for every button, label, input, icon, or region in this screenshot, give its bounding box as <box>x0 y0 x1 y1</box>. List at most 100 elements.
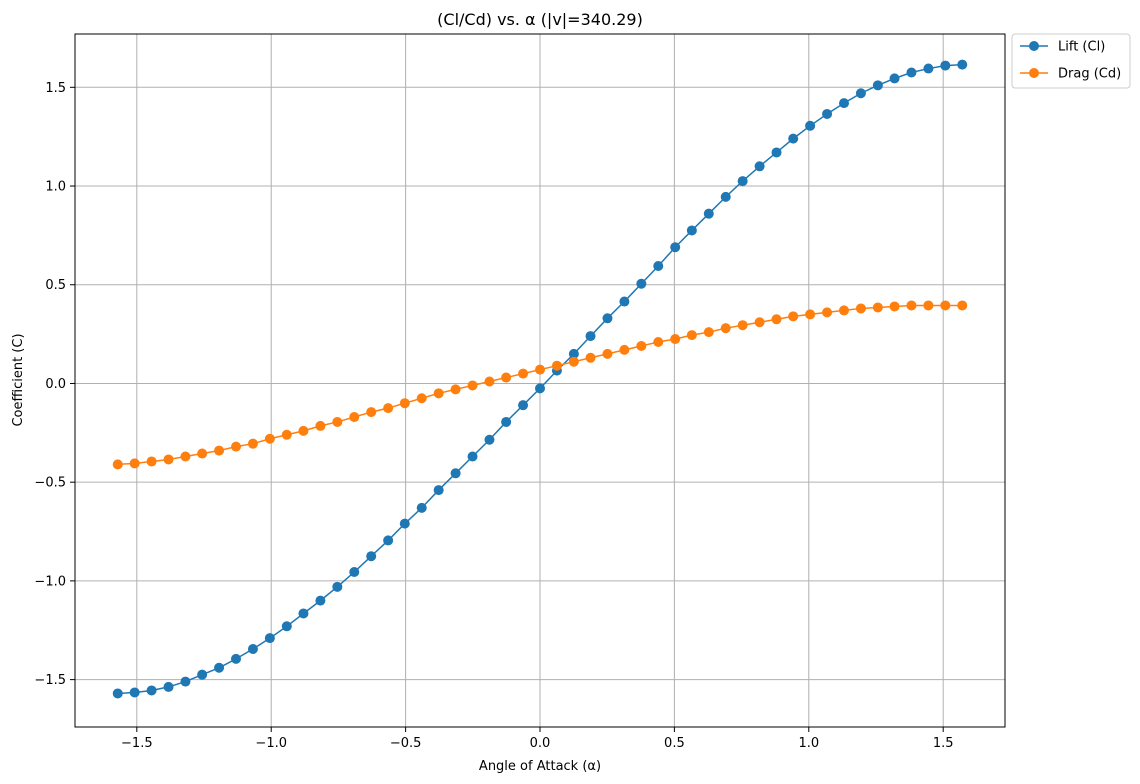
data-point-lift <box>383 535 394 546</box>
data-point-lift <box>315 595 326 606</box>
data-point-lift <box>568 348 579 359</box>
data-point-drag <box>484 376 495 387</box>
data-point-lift <box>180 676 191 687</box>
data-point-drag <box>501 372 512 383</box>
data-point-lift <box>129 687 140 698</box>
data-point-lift <box>281 621 292 632</box>
y-tick-label: −1.5 <box>34 673 66 688</box>
data-point-lift <box>720 191 731 202</box>
data-point-drag <box>129 458 140 469</box>
data-point-lift <box>872 80 883 91</box>
data-point-drag <box>467 380 478 391</box>
x-tick-label: −1.0 <box>255 736 287 751</box>
data-point-drag <box>399 398 410 409</box>
data-point-drag <box>383 403 394 414</box>
data-point-lift <box>889 73 900 84</box>
legend: Lift (Cl) Drag (Cd) <box>1011 33 1131 89</box>
x-tick-label: −1.5 <box>121 736 153 751</box>
data-point-drag <box>568 356 579 367</box>
data-point-lift <box>264 633 275 644</box>
data-point-drag <box>653 337 664 347</box>
data-point-drag <box>433 388 444 399</box>
data-point-drag <box>839 305 849 316</box>
data-point-lift <box>535 383 545 394</box>
data-point-lift <box>670 242 681 253</box>
data-point-lift <box>703 208 714 219</box>
data-point-lift <box>788 133 799 144</box>
data-point-lift <box>686 225 697 236</box>
data-point-lift <box>839 98 849 109</box>
data-point-lift <box>822 108 833 119</box>
data-point-lift <box>484 434 495 445</box>
data-point-lift <box>366 551 377 562</box>
data-point-drag <box>450 384 461 395</box>
data-point-drag <box>551 360 562 371</box>
data-point-drag <box>197 448 208 459</box>
data-point-lift <box>957 59 968 70</box>
series-layer <box>112 59 968 699</box>
data-point-lift <box>805 120 816 131</box>
data-point-drag <box>957 300 968 311</box>
data-point-drag <box>670 334 681 345</box>
data-point-drag <box>906 300 917 311</box>
data-point-drag <box>518 368 529 379</box>
grid <box>75 34 1005 727</box>
data-point-lift <box>163 681 174 692</box>
data-point-drag <box>349 412 360 423</box>
y-axis-ticks: −1.5 −1.0 −0.5 0.0 0.5 1.0 1.5 <box>34 81 75 688</box>
x-tick-label: 0.5 <box>664 736 685 751</box>
data-point-drag <box>822 307 833 318</box>
data-point-drag <box>788 311 799 322</box>
data-point-lift <box>349 567 360 578</box>
data-point-lift <box>112 688 123 699</box>
data-point-drag <box>602 348 613 359</box>
data-point-lift <box>771 147 782 158</box>
data-point-drag <box>366 407 377 418</box>
data-point-drag <box>264 433 275 444</box>
data-point-drag <box>805 309 816 320</box>
data-point-drag <box>281 429 292 440</box>
data-point-lift <box>450 468 461 479</box>
data-point-drag <box>315 420 326 431</box>
data-point-drag <box>703 327 714 338</box>
legend-frame <box>1011 33 1131 89</box>
legend-entry-drag: Drag (Cd) <box>1058 67 1121 82</box>
data-point-lift <box>619 296 630 307</box>
data-point-lift <box>940 60 951 71</box>
data-point-lift <box>636 278 647 289</box>
y-tick-label: 1.5 <box>45 81 66 96</box>
data-point-lift <box>585 331 596 342</box>
data-point-drag <box>180 451 191 462</box>
data-point-drag <box>298 425 309 436</box>
legend-swatch-lift-marker <box>1029 41 1039 51</box>
data-point-drag <box>940 300 951 311</box>
legend-swatch-drag-marker <box>1029 68 1039 78</box>
data-point-drag <box>231 441 241 452</box>
data-point-drag <box>214 445 225 456</box>
data-point-drag <box>754 317 765 328</box>
data-point-drag <box>737 320 748 331</box>
x-axis-ticks: −1.5 −1.0 −0.5 0.0 0.5 1.0 1.5 <box>121 727 954 751</box>
chart-title: (Cl/Cd) vs. α (|v|=340.29) <box>437 10 643 29</box>
legend-entry-lift: Lift (Cl) <box>1058 40 1105 55</box>
data-point-lift <box>855 88 866 99</box>
data-point-lift <box>214 662 225 673</box>
y-tick-label: 1.0 <box>45 180 66 195</box>
y-tick-label: 0.5 <box>45 278 66 293</box>
series-drag <box>112 300 968 470</box>
data-point-lift <box>923 63 934 74</box>
data-point-drag <box>872 302 883 313</box>
y-axis-label: Coefficient (C) <box>11 333 26 426</box>
data-point-lift <box>518 400 529 411</box>
data-point-lift <box>467 451 478 462</box>
data-point-lift <box>602 313 613 324</box>
data-point-drag <box>636 340 647 351</box>
data-point-lift <box>247 644 258 655</box>
data-point-lift <box>231 653 241 664</box>
data-point-lift <box>332 581 343 592</box>
data-point-drag <box>535 364 545 375</box>
x-tick-label: 1.0 <box>798 736 819 751</box>
y-tick-label: −0.5 <box>34 476 66 491</box>
